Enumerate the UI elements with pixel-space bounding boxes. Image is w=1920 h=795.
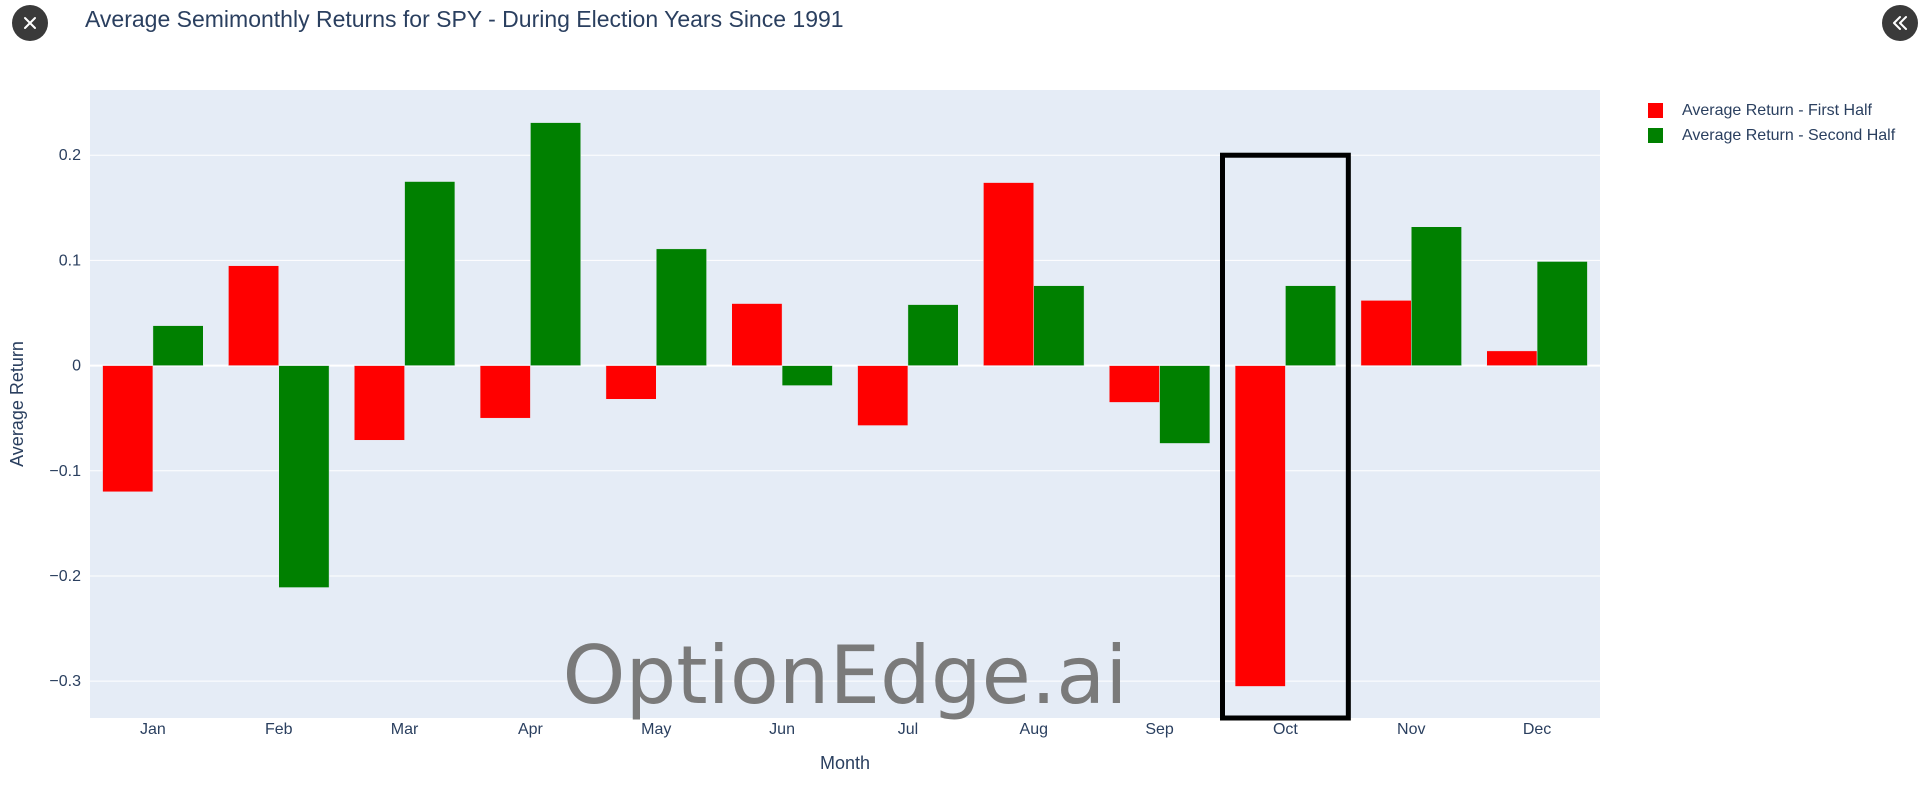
bar-may-second-half[interactable] [656,248,707,366]
close-button[interactable] [12,5,48,41]
x-tick-label: Apr [518,721,544,738]
bar-jun-second-half[interactable] [781,365,833,386]
x-tick-label: Dec [1523,721,1551,738]
bar-jul-first-half[interactable] [857,365,909,426]
y-axis-label: Average Return [7,341,27,467]
legend-swatch-first-half [1648,103,1663,118]
bar-mar-second-half[interactable] [404,181,456,366]
x-tick-label: Jun [769,721,795,738]
x-tick-label: May [641,721,671,738]
y-tick-label: 0.1 [59,252,81,269]
bar-aug-first-half[interactable] [983,182,1035,366]
y-tick-label: −0.1 [49,463,81,480]
bar-aug-second-half[interactable] [1033,285,1085,366]
bar-apr-second-half[interactable] [530,122,582,366]
double-chevron-left-icon [1893,16,1907,30]
bar-sep-second-half[interactable] [1159,365,1211,444]
bar-sep-first-half[interactable] [1109,365,1160,403]
x-axis-label: Month [820,753,870,773]
bar-jan-second-half[interactable] [152,325,204,366]
bar-feb-first-half[interactable] [228,265,280,366]
bar-dec-second-half[interactable] [1536,261,1588,366]
y-tick-label: 0 [72,358,81,375]
x-tick-label: Jan [140,721,166,738]
watermark: OptionEdge.ai [563,629,1128,722]
bar-oct-first-half[interactable] [1234,365,1286,687]
bars [102,122,1588,687]
x-tick-label: Mar [391,721,419,738]
legend-item-second-half[interactable]: Average Return - Second Half [1648,123,1895,148]
bar-jul-second-half[interactable] [907,304,959,366]
x-tick-label: Sep [1145,721,1174,738]
bar-jan-first-half[interactable] [102,365,154,493]
bar-dec-first-half[interactable] [1486,350,1538,366]
bar-may-first-half[interactable] [605,365,657,400]
x-tick-label: Feb [265,721,293,738]
legend-swatch-second-half [1648,128,1663,143]
highlight-box-oct [1220,152,1351,721]
x-tick-label: Jul [898,721,918,738]
legend: Average Return - First Half Average Retu… [1648,98,1895,148]
y-tick-label: −0.2 [49,568,81,585]
legend-item-first-half[interactable]: Average Return - First Half [1648,98,1895,123]
bar-mar-first-half[interactable] [354,365,405,441]
bar-apr-first-half[interactable] [479,365,531,419]
legend-label-second-half: Average Return - Second Half [1682,126,1896,144]
bar-feb-second-half[interactable] [278,365,330,588]
x-tick-label: Aug [1020,721,1048,738]
x-axis: Jan Feb Mar Apr May Jun Jul Aug Sep Oct Nov Dec [140,721,1551,738]
collapse-button[interactable] [1882,5,1918,41]
close-icon [24,17,36,29]
bar-nov-first-half[interactable] [1360,300,1412,366]
y-tick-label: 0.2 [59,147,81,164]
legend-label-first-half: Average Return - First Half [1682,101,1872,119]
bar-nov-second-half[interactable] [1411,226,1462,366]
y-tick-label: −0.3 [49,673,81,690]
x-tick-label: Oct [1273,721,1298,738]
bar-jun-first-half[interactable] [731,303,783,366]
chart-title: Average Semimonthly Returns for SPY - Du… [85,6,844,32]
bar-oct-second-half[interactable] [1285,285,1336,366]
y-axis: 0.2 0.1 0 −0.1 −0.2 −0.3 [49,147,81,690]
x-tick-label: Nov [1397,721,1425,738]
